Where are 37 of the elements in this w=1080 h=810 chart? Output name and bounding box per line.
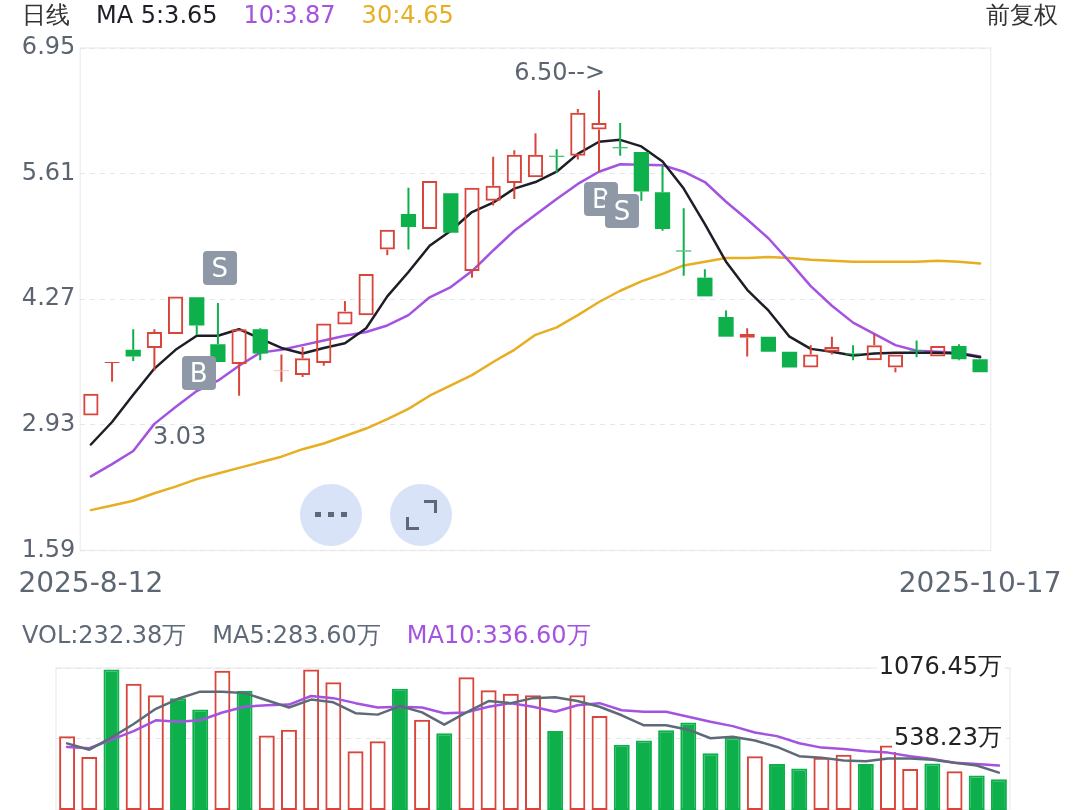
chart-title: 日线 bbox=[22, 1, 70, 29]
candlestick bbox=[845, 344, 861, 362]
candlestick bbox=[951, 343, 967, 360]
tag-icon: B bbox=[181, 355, 216, 390]
x-tick-label: 2025-10-17 bbox=[898, 566, 1062, 600]
y-tick-label: 538.23万 bbox=[894, 723, 1002, 752]
y-tick-label: 5.61 bbox=[21, 157, 76, 186]
candlestick bbox=[189, 297, 205, 336]
candlestick bbox=[252, 329, 268, 362]
annotation: 3.03 bbox=[152, 421, 207, 450]
candlestick bbox=[549, 148, 565, 174]
candlestick bbox=[676, 207, 692, 277]
candlestick bbox=[908, 339, 925, 359]
text: 10:3.87 bbox=[243, 1, 336, 29]
candlestick bbox=[125, 328, 141, 363]
y-tick-label: 1.59 bbox=[21, 534, 76, 563]
candlestick bbox=[104, 361, 120, 383]
y-tick-label: 2.93 bbox=[21, 409, 76, 438]
candlestick bbox=[718, 309, 734, 337]
y-tick-label: 1076.45万 bbox=[878, 652, 1002, 681]
candlestick bbox=[654, 165, 671, 232]
text: 30:4.65 bbox=[361, 1, 454, 29]
candlestick bbox=[633, 152, 649, 202]
candlestick bbox=[400, 186, 417, 251]
text: MA 5:3.65 bbox=[96, 1, 218, 29]
tag-icon: S bbox=[202, 251, 237, 286]
candlestick bbox=[210, 301, 226, 362]
y-tick-label: 6.95 bbox=[21, 32, 76, 61]
chart-subtitle: 前复权 bbox=[986, 0, 1058, 30]
x-tick-label: 2025-8-12 bbox=[18, 566, 164, 600]
text: VOL:232.38万 bbox=[22, 621, 187, 649]
text: MA10:336.60万 bbox=[406, 621, 591, 649]
series-label: MA5:283.60万 bbox=[212, 621, 381, 649]
annotation: 6.50--> bbox=[514, 58, 606, 87]
candlestick bbox=[612, 121, 628, 157]
candlestick bbox=[697, 268, 713, 297]
y-tick-label: 4.27 bbox=[21, 283, 76, 312]
